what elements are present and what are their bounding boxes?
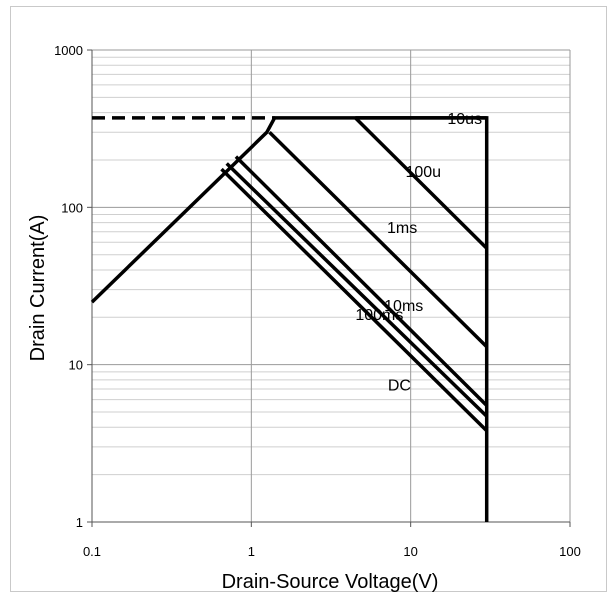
grid [87, 50, 570, 527]
x-tick-label: 10 [403, 544, 417, 559]
x-tick-label: 0.1 [83, 544, 101, 559]
curve-label-100u: 100u [405, 164, 441, 181]
y-tick-label: 100 [61, 200, 83, 215]
series-line-100u [355, 118, 486, 248]
curve-label-DC: DC [388, 377, 411, 394]
x-axis-label: Drain-Source Voltage(V) [222, 571, 439, 593]
curve-label-1ms: 1ms [387, 220, 417, 237]
y-tick-label: 1000 [54, 43, 83, 58]
y-tick-label: 10 [69, 358, 83, 373]
y-axis-label: Drain Current(A) [27, 215, 49, 362]
curve-label-10us: 10us [447, 111, 482, 128]
x-tick-label: 1 [248, 544, 255, 559]
series-line-10ms [236, 157, 487, 406]
x-tick-label: 100 [559, 544, 581, 559]
y-tick-label: 1 [76, 515, 83, 530]
curve-label-100ms: 100ms [355, 307, 403, 324]
